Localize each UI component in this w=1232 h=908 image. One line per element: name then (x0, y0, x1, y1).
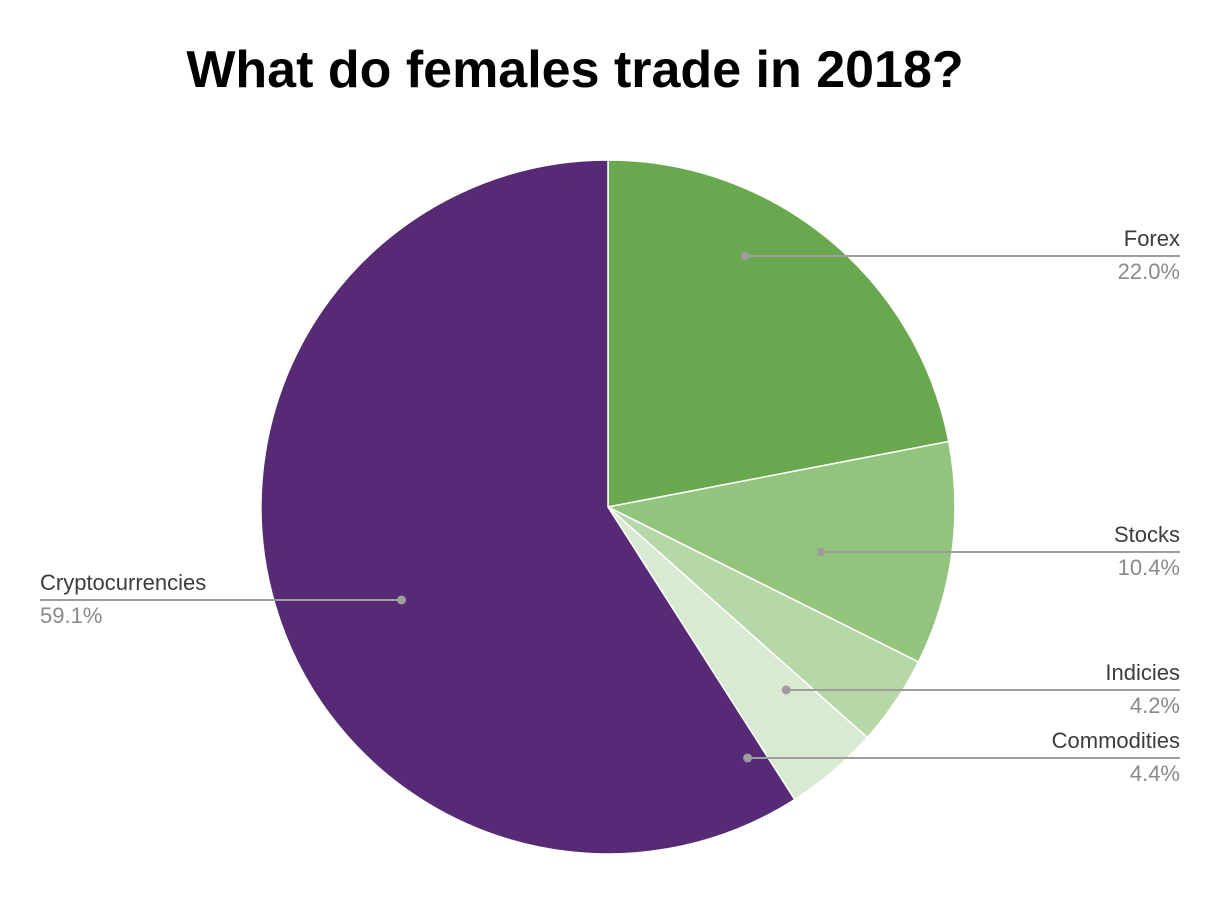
slice-value-stocks: 10.4% (1118, 555, 1180, 580)
pie-slice-forex (607, 159, 950, 508)
leader-dot-commodities (743, 753, 753, 763)
slice-label-cryptocurrencies: Cryptocurrencies (40, 570, 206, 595)
pie-slice-cryptocurrencies (260, 159, 796, 855)
pie-slice-stocks (605, 440, 956, 663)
slice-label-forex: Forex (1124, 226, 1180, 251)
pie-leader-lines (40, 251, 1180, 763)
page-title: What do females trade in 2018? (186, 41, 964, 99)
slice-value-commodities: 4.4% (1130, 761, 1180, 786)
leader-dot-indicies (781, 685, 791, 695)
slice-label-stocks: Stocks (1114, 522, 1180, 547)
slice-label-indicies: Indicies (1105, 660, 1180, 685)
leader-dot-cryptocurrencies (396, 595, 406, 605)
slice-value-forex: 22.0% (1118, 259, 1180, 284)
leader-dot-forex (740, 251, 750, 261)
leader-dot-stocks (816, 547, 826, 557)
slice-label-commodities: Commodities (1052, 728, 1180, 753)
pie-labels: Forex 22.0% Stocks 10.4% Indicies 4.2% Commodi… (40, 226, 1180, 786)
slice-value-cryptocurrencies: 59.1% (40, 603, 102, 628)
slice-value-indicies: 4.2% (1130, 693, 1180, 718)
pie-slices (260, 159, 956, 855)
